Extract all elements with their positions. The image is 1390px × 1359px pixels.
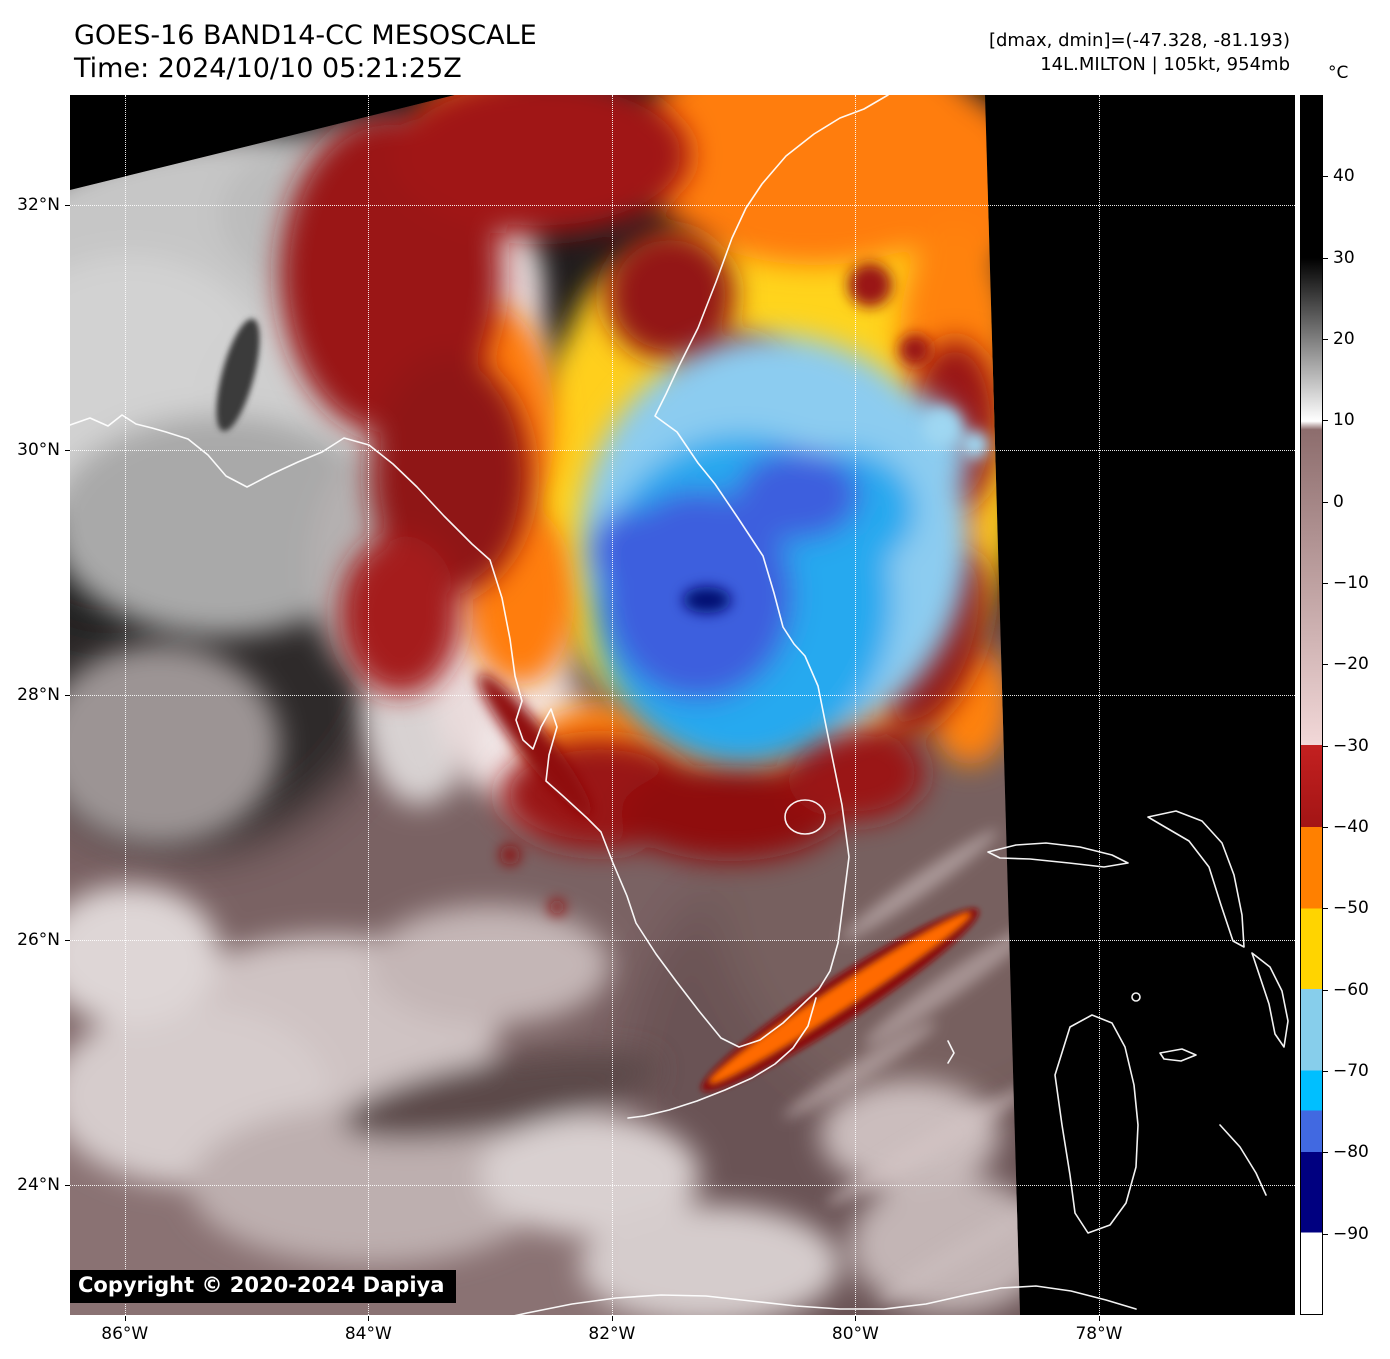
gridline-longitude [855, 95, 857, 1315]
gridline-latitude [70, 450, 1295, 452]
colorbar-tick-label: −60 [1333, 979, 1369, 1000]
colorbar-tick-label: 0 [1333, 491, 1344, 512]
y-tick-mark [65, 940, 70, 942]
colorbar-tick-mark [1323, 1233, 1328, 1235]
colorbar [1300, 95, 1323, 1315]
colorbar-tick-mark [1323, 908, 1328, 910]
satellite-imagery [70, 95, 1295, 1315]
copyright-label: Copyright © 2020-2024 Dapiya [70, 1270, 457, 1303]
satellite-map: Copyright © 2020-2024 Dapiya [70, 95, 1295, 1315]
gridline-latitude [70, 205, 1295, 207]
x-tick-label: 82°W [588, 1324, 636, 1344]
grand-bahama [987, 842, 1129, 868]
page-title: GOES-16 BAND14-CC MESOSCALE [74, 20, 537, 51]
gridline-longitude [611, 95, 613, 1315]
y-tick-mark [65, 205, 70, 207]
x-tick-mark [124, 1316, 126, 1321]
x-tick-mark [368, 1316, 370, 1321]
colorbar-tick-label: −10 [1333, 573, 1369, 593]
eleuthera [1251, 952, 1289, 1048]
x-tick-mark [611, 1316, 613, 1321]
dmax-dmin-readout: [dmax, dmin]=(-47.328, -81.193) [988, 30, 1290, 51]
colorbar-tick-mark [1323, 583, 1328, 584]
gridline-longitude [368, 95, 370, 1315]
storm-info: 14L.MILTON | 105kt, 954mb [1040, 54, 1290, 75]
colorbar-tick-label: 30 [1333, 247, 1355, 268]
colorbar-unit-label: °C [1328, 63, 1349, 83]
colorbar-gradient [1301, 96, 1322, 1314]
colorbar-tick-label: 10 [1333, 410, 1355, 431]
colorbar-tick-label: −90 [1333, 1223, 1369, 1244]
coastline-gulf-florida [70, 95, 889, 1048]
colorbar-tick-label: −20 [1333, 654, 1369, 675]
coastline-cuba [514, 1285, 1137, 1315]
y-tick-label: 32°N [17, 195, 60, 216]
y-tick-label: 30°N [17, 440, 60, 461]
exuma-chain [1219, 1124, 1267, 1196]
colorbar-tick-mark [1323, 989, 1328, 991]
convective-streak [701, 908, 979, 1092]
gridline-latitude [70, 695, 1295, 697]
y-tick-mark [65, 450, 70, 452]
y-tick-label: 24°N [17, 1175, 60, 1196]
colorbar-tick-label: −50 [1333, 898, 1369, 919]
timestamp: Time: 2024/10/10 05:21:25Z [74, 53, 462, 84]
berry-islands [1131, 992, 1141, 1002]
colorbar-tick-mark [1323, 827, 1328, 828]
y-tick-mark [65, 1185, 70, 1187]
x-tick-mark [855, 1316, 857, 1321]
andros [1054, 1014, 1139, 1234]
colorbar-tick-label: 20 [1333, 329, 1355, 349]
gridline-longitude [124, 95, 126, 1315]
y-tick-label: 26°N [17, 930, 60, 951]
bimini [947, 1040, 955, 1064]
y-tick-label: 28°N [17, 685, 60, 706]
colorbar-tick-label: −70 [1333, 1061, 1369, 1081]
abaco [1147, 810, 1245, 948]
lake-okeechobee [784, 799, 826, 835]
x-tick-label: 86°W [101, 1324, 149, 1344]
colorbar-tick-area: 40 30 20 10 0 −10 −20 −30 −40 −50 −60 −70 −80 −90 [1323, 95, 1385, 1315]
coastlines [70, 95, 1289, 1315]
colorbar-tick-mark [1323, 745, 1328, 747]
colorbar-tick-mark [1323, 257, 1328, 259]
new-providence [1159, 1048, 1197, 1062]
colorbar-tick-mark [1323, 664, 1328, 666]
gridline-latitude [70, 940, 1295, 942]
colorbar-tick-mark [1323, 1071, 1328, 1072]
colorbar-tick-mark [1323, 1152, 1328, 1154]
x-tick-mark [1098, 1316, 1100, 1321]
x-tick-label: 78°W [1075, 1324, 1123, 1344]
x-tick-label: 84°W [344, 1324, 392, 1344]
y-axis: 32°N 30°N 28°N 26°N 24°N [0, 95, 70, 1315]
colorbar-tick-label: −80 [1333, 1142, 1369, 1163]
colorbar-tick-label: −40 [1333, 817, 1369, 837]
florida-keys [627, 997, 817, 1119]
gridline-latitude [70, 1185, 1295, 1187]
colorbar-tick-mark [1323, 339, 1328, 340]
cold-core-detail [683, 407, 989, 613]
colorbar-tick-label: −30 [1333, 735, 1369, 756]
x-axis: 86°W 84°W 82°W 80°W 78°W [70, 1316, 1295, 1358]
y-tick-mark [65, 695, 70, 697]
colorbar-tick-mark [1323, 176, 1328, 178]
colorbar-tick-label: 40 [1333, 166, 1355, 187]
colorbar-tick-mark [1323, 420, 1328, 422]
gridline-longitude [1098, 95, 1100, 1315]
colorbar-tick-mark [1323, 501, 1328, 503]
low-cloud-layer [70, 885, 1020, 1315]
x-tick-label: 80°W [831, 1324, 879, 1344]
cirrus-streaks [783, 829, 1020, 1301]
